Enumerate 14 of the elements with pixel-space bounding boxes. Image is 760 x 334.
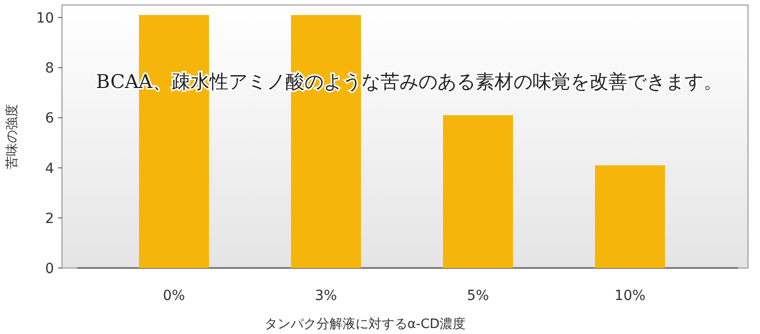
- y-tick-label: 0: [45, 261, 54, 277]
- y-tick-label: 6: [45, 110, 54, 127]
- x-axis-title: タンパク分解液に対するα-CD濃度: [264, 316, 466, 332]
- x-tick-label: 0%: [162, 288, 186, 304]
- y-tick-label: 8: [45, 60, 54, 77]
- y-tick-label: 10: [36, 10, 54, 27]
- x-tick-label: 5%: [466, 288, 490, 304]
- x-tick-label: 3%: [314, 288, 338, 304]
- y-axis-title: 苦味の強度: [4, 104, 20, 169]
- bar: [595, 165, 665, 268]
- bar: [443, 115, 513, 268]
- y-tick-label: 2: [45, 210, 54, 227]
- x-tick-label: 10%: [614, 288, 646, 304]
- y-tick-label: 4: [45, 160, 54, 177]
